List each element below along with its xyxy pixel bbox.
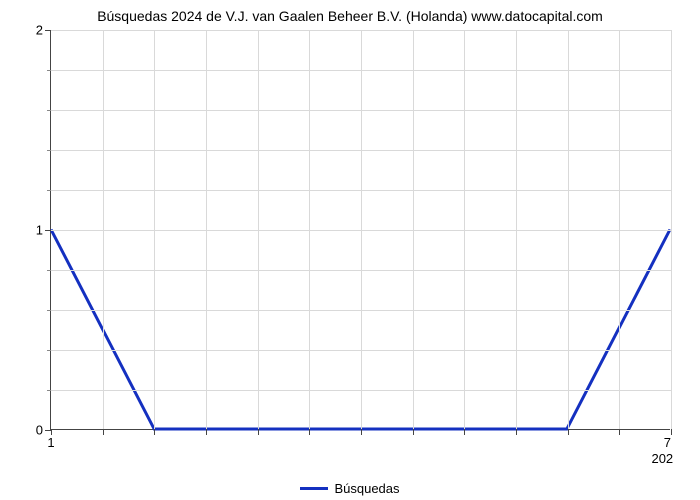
grid-line-horizontal-minor [51, 270, 671, 271]
y-tick-major [45, 230, 51, 231]
x-tick-label-right-secondary: 202 [651, 451, 673, 466]
y-tick-label: 2 [36, 23, 43, 38]
y-tick-label: 0 [36, 423, 43, 438]
grid-line-horizontal-major [51, 230, 671, 231]
y-tick-label: 1 [36, 223, 43, 238]
y-tick-major [45, 30, 51, 31]
y-tick-minor [47, 190, 51, 191]
x-tick [103, 429, 104, 435]
x-tick [413, 429, 414, 435]
grid-line-horizontal-minor [51, 190, 671, 191]
grid-line-horizontal-minor [51, 150, 671, 151]
x-tick [516, 429, 517, 435]
x-tick [361, 429, 362, 435]
grid-line-vertical [671, 30, 672, 430]
x-tick [619, 429, 620, 435]
y-tick-minor [47, 150, 51, 151]
x-tick [206, 429, 207, 435]
plot-area: 01217202 [50, 30, 670, 430]
grid-line-horizontal-minor [51, 390, 671, 391]
x-tick [671, 429, 672, 435]
grid-line-horizontal-minor [51, 70, 671, 71]
grid-line-horizontal-minor [51, 110, 671, 111]
y-tick-minor [47, 270, 51, 271]
y-tick-minor [47, 310, 51, 311]
grid-line-horizontal-major [51, 30, 671, 31]
y-tick-minor [47, 110, 51, 111]
chart-container: Búsquedas 2024 de V.J. van Gaalen Beheer… [0, 0, 700, 500]
legend-swatch [300, 487, 328, 490]
x-tick-label-left: 1 [47, 435, 54, 450]
y-tick-minor [47, 390, 51, 391]
x-tick-label-right: 7 [664, 435, 671, 450]
y-tick-minor [47, 70, 51, 71]
grid-line-horizontal-minor [51, 350, 671, 351]
x-tick [154, 429, 155, 435]
grid-line-horizontal-minor [51, 310, 671, 311]
chart-title: Búsquedas 2024 de V.J. van Gaalen Beheer… [0, 8, 700, 24]
legend: Búsquedas [0, 481, 700, 496]
y-tick-minor [47, 350, 51, 351]
x-tick [258, 429, 259, 435]
x-tick [568, 429, 569, 435]
x-tick [309, 429, 310, 435]
x-tick [464, 429, 465, 435]
legend-label: Búsquedas [334, 481, 399, 496]
